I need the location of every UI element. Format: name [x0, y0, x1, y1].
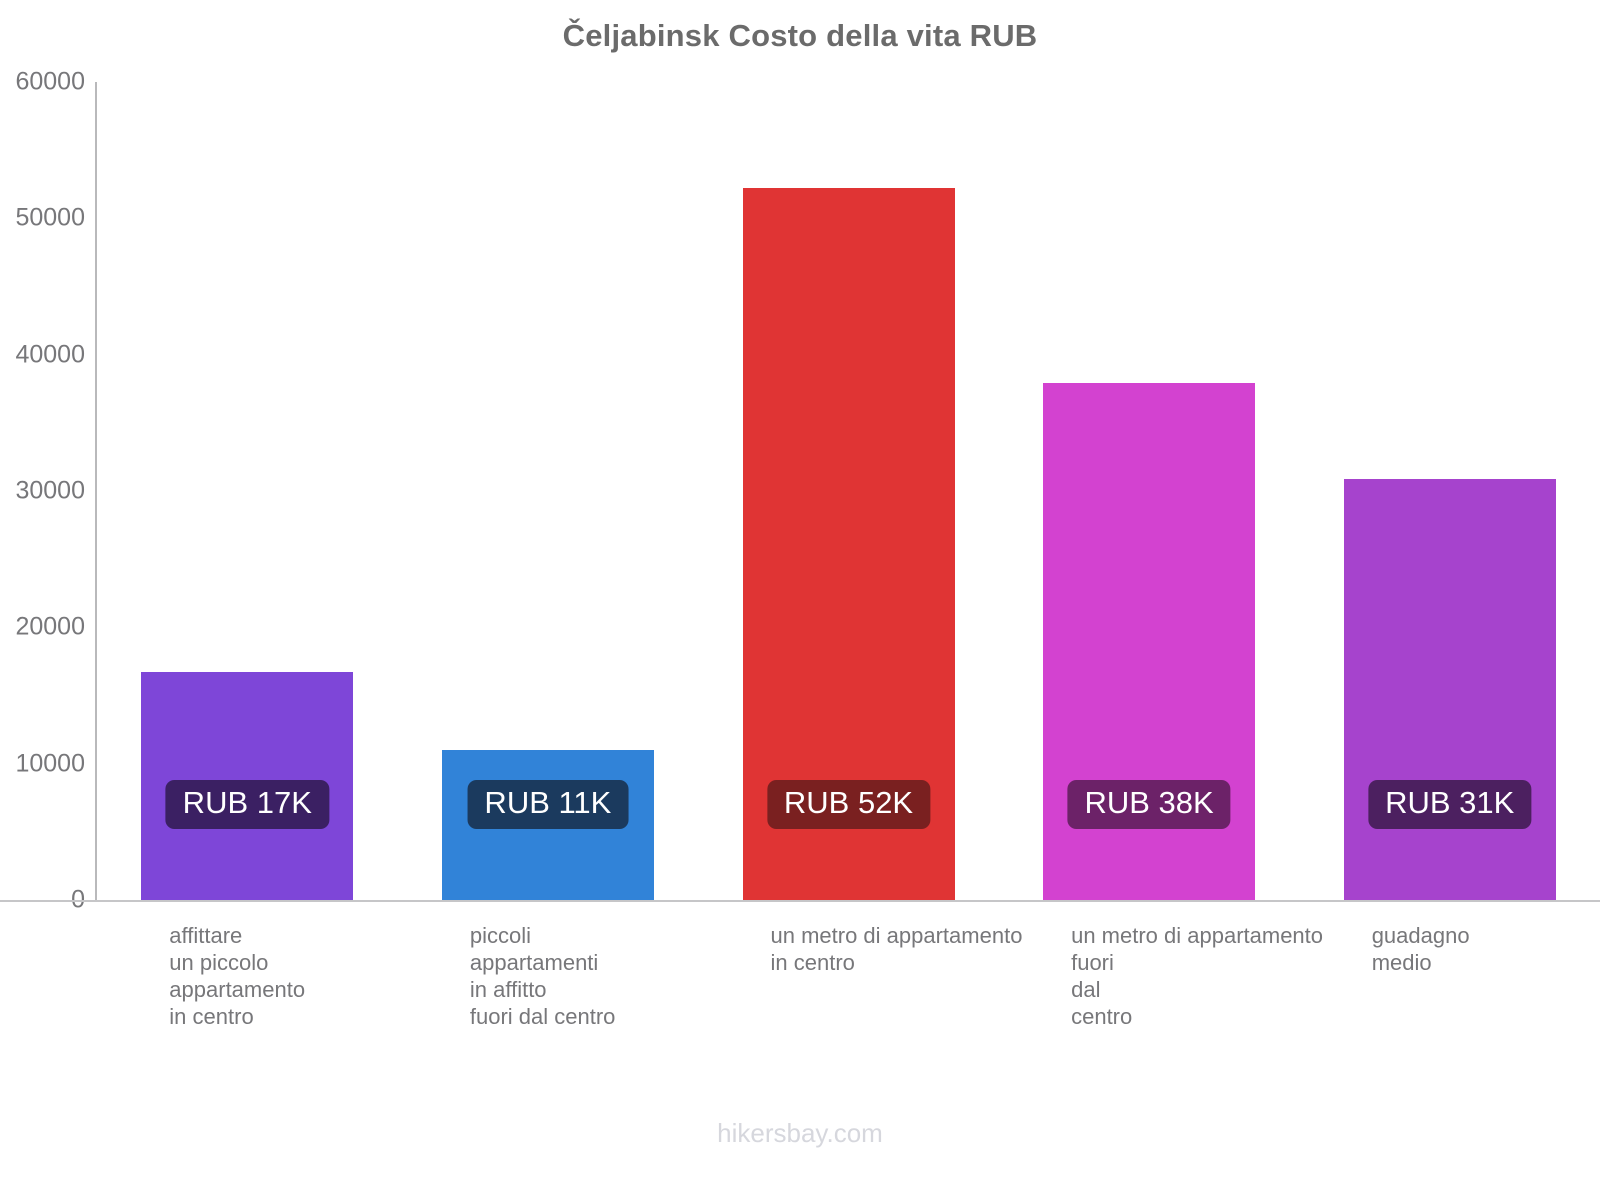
plot-area: RUB 17K RUB 11K RUB 52K RUB 38K RUB 31K	[95, 82, 1585, 900]
x-axis-category-label: guadagno medio	[1371, 923, 1470, 975]
x-axis-category-label: un metro di appartamento in centro	[770, 923, 1023, 975]
bar[interactable]: RUB 11K	[441, 750, 654, 900]
y-axis-tick-label: 10000	[15, 749, 85, 778]
bar-value-label: RUB 38K	[1067, 780, 1231, 829]
bar-value-label: RUB 31K	[1368, 780, 1532, 829]
y-axis-tick-label: 50000	[15, 203, 85, 232]
x-axis-category-label: piccoli appartamenti in affitto fuori da…	[469, 923, 616, 1029]
y-axis-line	[95, 82, 97, 900]
bar[interactable]: RUB 38K	[1043, 383, 1256, 900]
x-axis-category-label: un metro di appartamento fuori dal centr…	[1071, 923, 1324, 1029]
bar[interactable]: RUB 31K	[1343, 478, 1556, 900]
page-title: Čeljabinsk Costo della vita RUB	[562, 18, 1038, 53]
y-axis-tick-label: 0	[0, 886, 85, 915]
y-axis-tick-label: 20000	[15, 612, 85, 641]
bar[interactable]: RUB 17K	[141, 672, 354, 900]
y-axis-tick-label: 60000	[15, 67, 85, 96]
y-axis-tick-label: 40000	[15, 340, 85, 369]
y-axis-tick-label: 30000	[15, 476, 85, 505]
x-axis-category-label: affittare un piccolo appartamento in cen…	[169, 923, 306, 1029]
bar[interactable]: RUB 52K	[742, 188, 955, 900]
bar-value-label: RUB 52K	[766, 780, 931, 829]
footer-watermark: hikersbay.com	[717, 1118, 883, 1148]
bar-value-label: RUB 11K	[467, 780, 629, 829]
bar-value-label: RUB 17K	[165, 780, 329, 829]
x-axis-line	[0, 900, 1600, 902]
